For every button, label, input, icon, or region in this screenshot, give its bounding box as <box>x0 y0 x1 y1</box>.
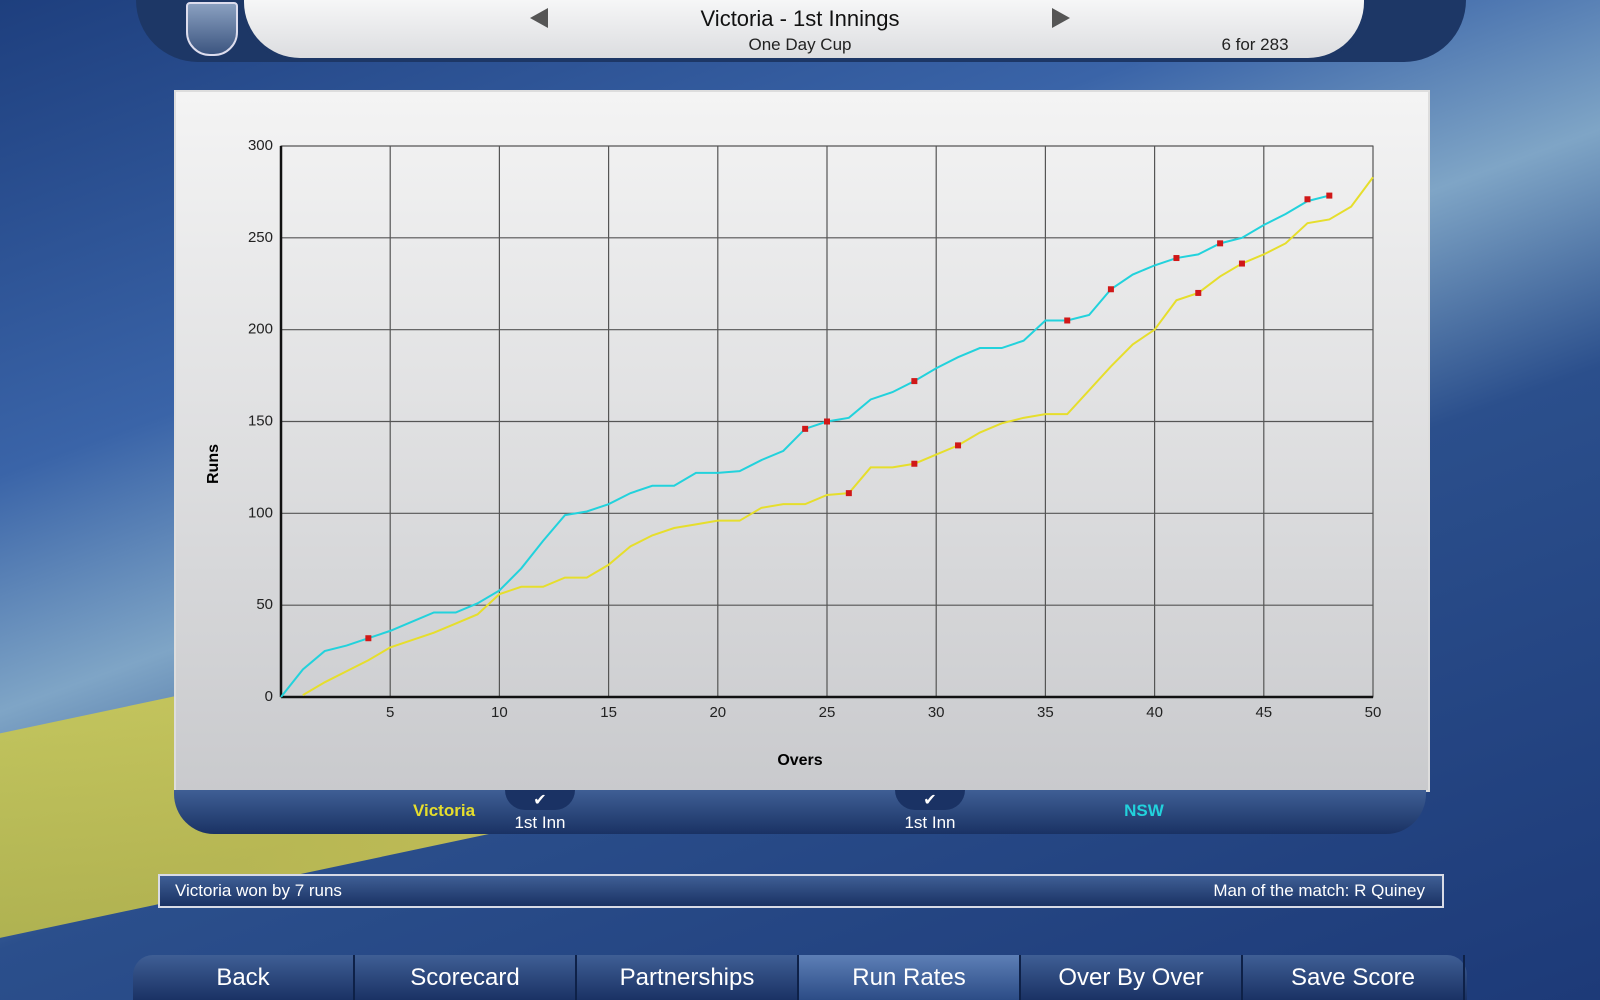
header <box>240 0 1368 62</box>
x-tick-label: 25 <box>819 704 836 721</box>
nav-button[interactable]: Over By Over <box>1021 955 1243 1000</box>
wicket-marker <box>1304 196 1311 203</box>
wicket-marker <box>955 442 962 449</box>
x-axis-label: Overs <box>777 752 822 769</box>
run-line <box>280 194 1330 698</box>
nav-button[interactable]: Back <box>133 955 355 1000</box>
y-tick-label: 150 <box>248 412 273 429</box>
nav-button[interactable]: Partnerships <box>577 955 799 1000</box>
nav-button[interactable]: Run Rates <box>799 955 1021 1000</box>
wicket-marker <box>824 418 830 425</box>
prev-arrow[interactable] <box>530 8 548 28</box>
wicket-marker <box>1064 317 1071 324</box>
team-label: NSW <box>1124 801 1164 820</box>
x-tick-label: 40 <box>1146 704 1163 721</box>
result-bar <box>158 874 1444 908</box>
wicket-marker <box>1217 240 1224 247</box>
wicket-marker <box>365 635 372 642</box>
score: 6 for 283 <box>1221 35 1289 54</box>
wicket-marker <box>1195 289 1202 296</box>
nav-button[interactable]: Scorecard <box>355 955 577 1000</box>
wicket-marker <box>1238 260 1245 267</box>
result: Victoria won by 7 runs <box>175 881 342 900</box>
logo-shield <box>186 2 238 56</box>
x-tick-label: 20 <box>709 704 726 721</box>
y-tick-label: 50 <box>256 596 273 613</box>
wicket-marker <box>802 425 809 432</box>
innings-bar <box>174 790 1426 834</box>
run-line <box>302 176 1374 697</box>
x-tick-label: 5 <box>386 704 394 721</box>
wicket-marker <box>1107 286 1114 293</box>
man-of-match: Man of the match: R Quiney <box>1213 881 1425 900</box>
y-tick-label: 200 <box>248 321 273 338</box>
x-tick-label: 45 <box>1255 704 1272 721</box>
button-bar: Back Scorecard Partnerships Run Rates Over B… <box>133 955 1467 1000</box>
subtitle: One Day Cup <box>748 35 852 54</box>
innings-label: 1st Inn <box>514 813 566 832</box>
title: Victoria - 1st Innings <box>700 6 900 31</box>
x-tick-label: 30 <box>928 704 945 721</box>
x-tick-label: 35 <box>1037 704 1054 721</box>
innings-label: 1st Inn <box>904 813 956 832</box>
chart-panel <box>174 90 1430 792</box>
x-tick-label: 10 <box>491 704 508 721</box>
tab-check[interactable]: ✔ <box>895 790 965 810</box>
tab-check[interactable]: ✔ <box>505 790 575 810</box>
x-tick-label: 15 <box>600 704 617 721</box>
y-tick-label: 100 <box>248 504 273 521</box>
wicket-marker <box>1326 192 1333 199</box>
team-label: Victoria <box>412 801 476 820</box>
wicket-marker <box>911 378 918 385</box>
wicket-marker <box>911 460 918 467</box>
wicket-marker <box>845 490 852 497</box>
y-tick-label: 300 <box>248 137 273 154</box>
x-tick-label: 50 <box>1365 704 1382 721</box>
wicket-marker <box>1173 255 1180 262</box>
y-axis-label: Runs <box>205 444 222 484</box>
nav-button[interactable]: Save Score <box>1243 955 1465 1000</box>
next-arrow[interactable] <box>1052 8 1070 28</box>
y-tick-label: 250 <box>248 229 273 246</box>
y-tick-label: 0 <box>265 688 273 705</box>
